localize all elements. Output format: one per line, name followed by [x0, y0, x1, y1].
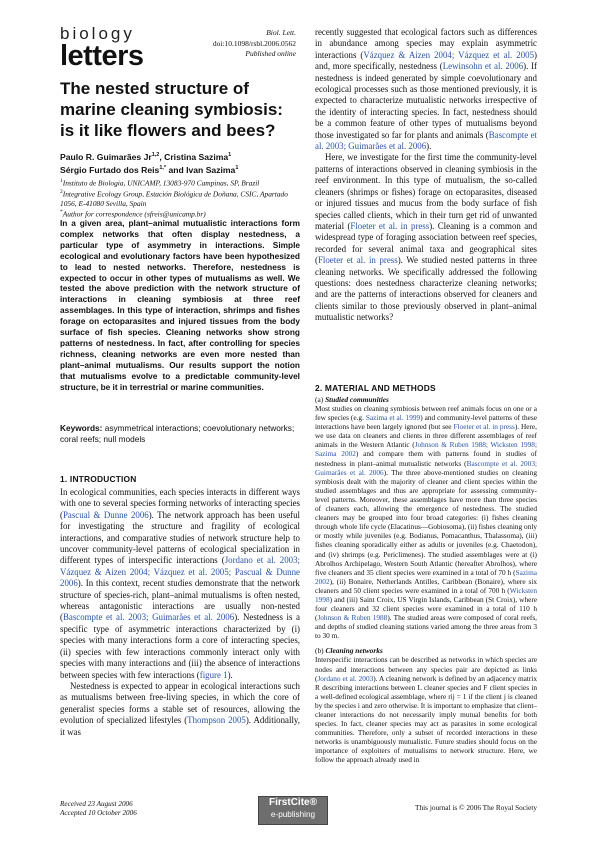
citation-link[interactable]: Floeter et al. in press	[350, 220, 430, 231]
author-name: Paulo R. Guimarães Jr	[60, 151, 152, 162]
author-name: Sérgio Furtado dos Reis	[60, 165, 160, 176]
text-run: In ecological communities, each species …	[60, 487, 300, 520]
subsection-label: (a)	[315, 395, 324, 404]
citation-link[interactable]: Wicksten 1998	[315, 585, 537, 604]
firstcite-line-2: e-publishing	[270, 810, 316, 819]
text-run: Nestedness is expected to appear in ecol…	[60, 680, 300, 726]
citation-link[interactable]: Floeter et al. in press	[317, 255, 398, 266]
journal-doi: doi:10.1098/rsbl.2006.0562	[212, 38, 296, 48]
keywords-text: asymmetrical interactions; coevolutionar…	[60, 423, 295, 444]
author-name: , Cristina Sazima	[159, 151, 229, 162]
author-name: and Ivan Sazima	[166, 165, 236, 176]
text-run: ) and community-level patterns of these …	[315, 413, 538, 432]
citation-link[interactable]: Jordano et al. 2003	[317, 673, 374, 683]
affiliation-correspondence: *Author for correspondence (sfreis@unica…	[60, 208, 300, 219]
intro-paragraph-1: In ecological communities, each species …	[60, 487, 300, 681]
text-run: Here, we investigate for the first time …	[315, 152, 537, 231]
intro-paragraph-4: Here, we investigate for the first time …	[315, 152, 537, 323]
citation-link[interactable]: Bascompte et al. 2003; Guimarães et al. …	[315, 129, 538, 152]
text-run: Most studies on cleaning symbiosis betwe…	[315, 404, 537, 423]
affiliation-text: Integrative Ecology Group, Estación Biol…	[60, 189, 288, 208]
subsection-b-heading: (b) Cleaning networks	[315, 646, 537, 655]
text-run: ). A cleaning network is defined by an a…	[315, 673, 537, 765]
author-affil-sup: 1	[228, 152, 232, 158]
accepted-date: Accepted 10 October 2006	[60, 809, 137, 818]
text-run: ) and compare them with patterns found i…	[315, 449, 537, 468]
text-run: ).	[426, 141, 432, 152]
text-run: ). In this context, recent studies demon…	[60, 578, 300, 623]
citation-link[interactable]: Lewinsohn et al. 2006	[442, 61, 524, 72]
citation-link[interactable]: Johnson & Ruben 1988	[317, 613, 388, 623]
subsection-a-heading: (a) Studied communities	[315, 395, 537, 404]
copyright-notice: This journal is © 2006 The Royal Society	[415, 803, 537, 812]
author-affil-sup: 1	[235, 165, 239, 172]
abstract: In a given area, plant–animal mutualisti…	[60, 218, 300, 392]
citation-link[interactable]: Sazima et al. 1999	[365, 413, 421, 423]
journal-logo: biology letters	[60, 24, 170, 72]
firstcite-line-1: FirstCite®	[269, 797, 317, 808]
citation-link[interactable]: Johnson & Ruben 1988; Wicksten 1998; Saz…	[315, 440, 537, 459]
author-affil-sup: 1,*	[159, 165, 167, 172]
text-run: ).	[227, 669, 233, 680]
citation-link[interactable]: Pascual & Dunne 2006	[62, 509, 149, 520]
received-dates: Received 23 August 2006 Accepted 10 Octo…	[60, 800, 137, 819]
introduction-section: 1. INTRODUCTION In ecological communitie…	[60, 474, 300, 738]
text-run: ). If nestedness is indeed generated by …	[315, 61, 537, 140]
keywords: Keywords: asymmetrical interactions; coe…	[60, 423, 300, 445]
methods-paragraph-b: Interspecific interactions can be descri…	[315, 655, 537, 764]
affiliation-text: Instituto de Biologia, UNICAMP, 13083-97…	[62, 178, 260, 188]
affiliation-2: 2Integrative Ecology Group, Estación Bio…	[60, 188, 300, 208]
article-title: The nested structure of marine cleaning …	[60, 79, 283, 140]
affiliation-number: 2	[60, 188, 63, 195]
author-list: Paulo R. Guimarães Jr1,2, Cristina Sazim…	[60, 150, 300, 177]
subsection-title: Cleaning networks	[325, 646, 383, 656]
citation-link[interactable]: Thompson 2005	[187, 715, 246, 726]
text-run: ) and, more specifically, nestedness (	[315, 49, 538, 72]
citation-link[interactable]: Floeter et al. in press	[453, 422, 515, 432]
firstcite-badge: FirstCite® e-publishing	[258, 796, 328, 825]
publication-status: Published online	[245, 49, 296, 58]
section-heading-introduction: 1. INTRODUCTION	[60, 474, 137, 484]
text-run: ). Cleaning is a common and widespread t…	[315, 220, 538, 266]
citation-link[interactable]: Jordano et al. 2003; Vázquez & Aizen 200…	[60, 555, 301, 589]
journal-meta: Biol. Lett. doi:10.1098/rsbl.2006.0562 P…	[146, 28, 296, 60]
section-heading-methods: 2. MATERIAL AND METHODS	[315, 383, 436, 393]
text-run: ). Here, we use data on cleaners and cli…	[315, 422, 537, 450]
affiliations: 1Instituto de Biologia, UNICAMP, 13083-9…	[60, 177, 300, 219]
text-run: ). We studied nested patterns in three c…	[315, 255, 537, 323]
text-run: ). Nestedness is a specific type of asym…	[60, 612, 300, 680]
methods-section: 2. MATERIAL AND METHODS (a) Studied comm…	[315, 383, 537, 765]
subsection-label: (b)	[315, 646, 324, 656]
citation-link[interactable]: Bascompte et al. 2003; Guimarães et al. …	[62, 612, 235, 623]
journal-name: Biol. Lett.	[266, 28, 296, 37]
text-run: ), (ii) Bonaire, Netherlands Antilles, C…	[315, 576, 537, 595]
logo-line-letters: letters	[60, 40, 144, 72]
text-run: Interspecific interactions can be descri…	[315, 655, 537, 683]
subsection-title: Studied communities	[325, 395, 389, 404]
text-run: ). The studied areas were composed of co…	[315, 613, 537, 641]
logo-line-biology: biology	[60, 24, 135, 43]
author-affil-sup: 1,2	[151, 152, 160, 158]
received-date: Received 23 August 2006	[60, 800, 133, 808]
text-run: ). The three above-mentioned studies on …	[315, 467, 538, 577]
intro-paragraph-2: Nestedness is expected to appear in ecol…	[60, 681, 300, 738]
text-run: recently suggested that ecological facto…	[315, 27, 537, 60]
text-run: ). The network approach has been useful …	[60, 509, 300, 566]
intro-paragraph-3: recently suggested that ecological facto…	[315, 27, 537, 152]
affiliation-text: Author for correspondence (sfreis@unicam…	[62, 209, 206, 219]
text-run: ) and (iii) Saint Croix, US Virgin Islan…	[315, 594, 537, 623]
affiliation-number: *	[60, 209, 63, 216]
keywords-label: Keywords:	[60, 423, 103, 433]
methods-paragraph-a: Most studies on cleaning symbiosis betwe…	[315, 404, 537, 640]
affiliation-1: 1Instituto de Biologia, UNICAMP, 13083-9…	[60, 177, 300, 188]
intro-continued: recently suggested that ecological facto…	[315, 27, 537, 324]
citation-link[interactable]: Bascompte et al. 2003; Guimarães et al. …	[315, 458, 537, 477]
affiliation-number: 1	[60, 178, 63, 184]
figure-link[interactable]: figure 1	[199, 669, 228, 680]
citation-link[interactable]: Vázquez & Aizen 2004; Vázquez et al. 200…	[363, 49, 535, 60]
text-run: ). Additionally, it was	[60, 715, 300, 737]
citation-link[interactable]: Sazima 2002	[315, 567, 537, 586]
